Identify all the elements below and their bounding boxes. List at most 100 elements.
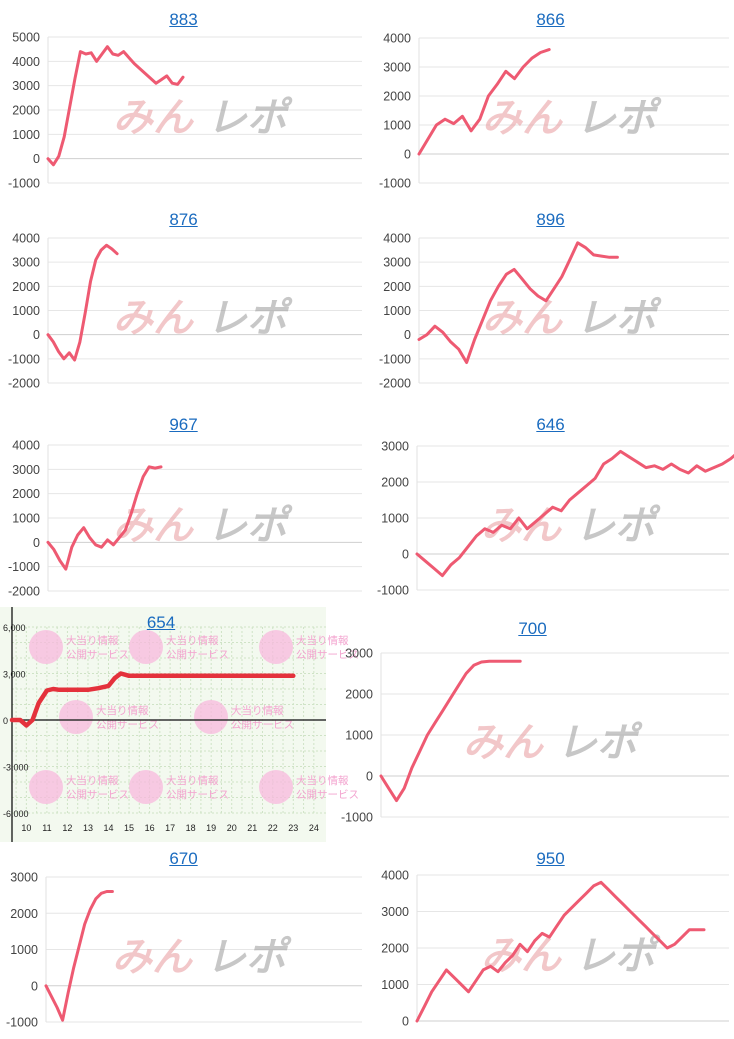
watermark-line1: 大当り情報 (66, 634, 119, 647)
watermark-line1: 大当り情報 (231, 704, 284, 717)
y-tick-label: 0 (33, 152, 40, 166)
watermark-text-left: みん (111, 294, 203, 341)
y-tick-label: 1000 (12, 512, 40, 526)
chart-svg: 4000 3000 2000 1000 0 -1000 みん レポ (379, 32, 729, 191)
x-tick-label: 18 (186, 823, 196, 833)
y-tick-label: 0 (366, 770, 373, 784)
x-tick-label: 22 (268, 823, 278, 833)
watermark-line1: 大当り情報 (166, 634, 219, 647)
y-tick-label: 3000 (383, 256, 411, 270)
watermark-text-right: レポ (205, 502, 297, 549)
watermark-circle (259, 630, 293, 664)
watermark-text-right: レポ (205, 94, 297, 141)
y-tick-label: 4000 (383, 232, 411, 246)
x-tick-label: 10 (21, 823, 31, 833)
chart-panel: 4000 3000 2000 1000 0 -1000 -2000 みん レポ 967 (0, 407, 367, 607)
y-tick-label: 1000 (383, 304, 411, 318)
y-tick-label: 2000 (383, 90, 411, 104)
watermark-text-right: レポ (205, 294, 297, 341)
chart-title-link[interactable]: 670 (169, 849, 198, 868)
chart-title-link[interactable]: 950 (536, 849, 565, 868)
y-tick-label: 3000 (383, 61, 411, 75)
y-tick-label: 2000 (345, 688, 373, 702)
watermark-logo: みん レポ (111, 502, 297, 549)
y-tick-label: -1000 (341, 811, 373, 825)
watermark-circle (29, 770, 63, 804)
chart-title-link[interactable]: 700 (518, 619, 547, 638)
y-tick-label: 2000 (381, 476, 409, 490)
y-tick-label: 2000 (12, 104, 40, 118)
y-tick-label: 0 (33, 328, 40, 342)
y-tick-label: 1000 (345, 729, 373, 743)
series-line (46, 465, 163, 571)
chart-title-link[interactable]: 896 (536, 210, 565, 229)
y-tick-label: 5000 (12, 31, 40, 45)
watermark-text-right: レポ (574, 94, 666, 141)
chart-panel: 4000 3000 2000 1000 0 -1000 みん レポ 866 (367, 0, 734, 200)
series-line (417, 48, 551, 156)
series-line (379, 659, 522, 803)
series-line (417, 241, 619, 364)
watermark-line2: 公開サービス (296, 789, 359, 801)
watermark-circle (259, 770, 293, 804)
y-tick-label: 6,000 (3, 623, 26, 633)
chart-title-link[interactable]: 646 (536, 415, 565, 434)
y-tick-label: -1000 (6, 1016, 38, 1030)
chart-title-link[interactable]: 967 (169, 415, 198, 434)
watermark-line2: 公開サービス (166, 649, 229, 661)
watermark-text-right: レポ (555, 719, 647, 766)
y-tick-label: 0 (33, 536, 40, 550)
x-tick-label: 24 (309, 823, 319, 833)
x-tick-label: 14 (103, 823, 113, 833)
chart-svg: 4000 3000 2000 1000 0 -1000 -2000 みん レポ (8, 232, 362, 391)
y-tick-label: 4000 (12, 232, 40, 246)
watermark-line2: 公開サービス (166, 789, 229, 801)
watermark-text-right: レポ (573, 932, 665, 979)
y-tick-label: 3000 (345, 647, 373, 661)
chart-title-link[interactable]: 866 (536, 10, 565, 29)
chart-svg: 4000 3000 2000 1000 0 -1000 -2000 みん レポ (8, 439, 362, 599)
y-tick-label: 1000 (381, 978, 409, 992)
watermark-circle (29, 630, 63, 664)
watermark-circle (129, 630, 163, 664)
watermark-line2: 公開サービス (231, 719, 294, 731)
series-line (9, 671, 296, 728)
chart-svg: 4000 3000 2000 1000 0 みん レポ (381, 869, 729, 1029)
watermark-text-left: みん (480, 94, 572, 141)
y-tick-label: -3,000 (3, 763, 29, 773)
x-tick-label: 11 (42, 823, 51, 833)
chart-panel: 5000 4000 3000 2000 1000 0 -1000 みん レポ 883 (0, 0, 367, 200)
x-tick-label: 12 (62, 823, 72, 833)
watermark-line1: 大当り情報 (296, 634, 349, 647)
chart-title-link[interactable]: 883 (169, 10, 198, 29)
y-tick-label: 3000 (381, 905, 409, 919)
chart-title-link[interactable]: 654 (146, 613, 176, 632)
y-tick-label: 2000 (383, 280, 411, 294)
y-tick-label: 2000 (12, 487, 40, 501)
watermark-line2: 公開サービス (96, 719, 159, 731)
y-tick-label: 0 (402, 1015, 409, 1029)
y-tick-label: 3000 (381, 440, 409, 454)
x-tick-label: 20 (227, 823, 237, 833)
x-tick-label: 13 (83, 823, 93, 833)
chart-panel: 4000 3000 2000 1000 0 -1000 -2000 みん レポ 896 (367, 200, 734, 400)
chart-panel: 3000 2000 1000 0 -1000 みん レポ 646 (367, 407, 734, 607)
series-line (415, 880, 706, 1023)
watermark-logo: みん レポ (111, 94, 297, 141)
y-tick-label: 3000 (10, 871, 38, 885)
x-tick-label: 23 (288, 823, 298, 833)
y-tick-label: -6,000 (3, 809, 29, 819)
watermark-line1: 大当り情報 (66, 774, 119, 787)
y-tick-label: 1000 (383, 119, 411, 133)
watermark-text-left: みん (110, 933, 202, 980)
watermark-logo: みん レポ (111, 294, 297, 341)
watermark-circle (129, 770, 163, 804)
chart-svg: 4000 3000 2000 1000 0 -1000 -2000 みん レポ (379, 232, 729, 391)
watermark-text-left: みん (461, 719, 553, 766)
chart-title-link[interactable]: 876 (169, 210, 198, 229)
